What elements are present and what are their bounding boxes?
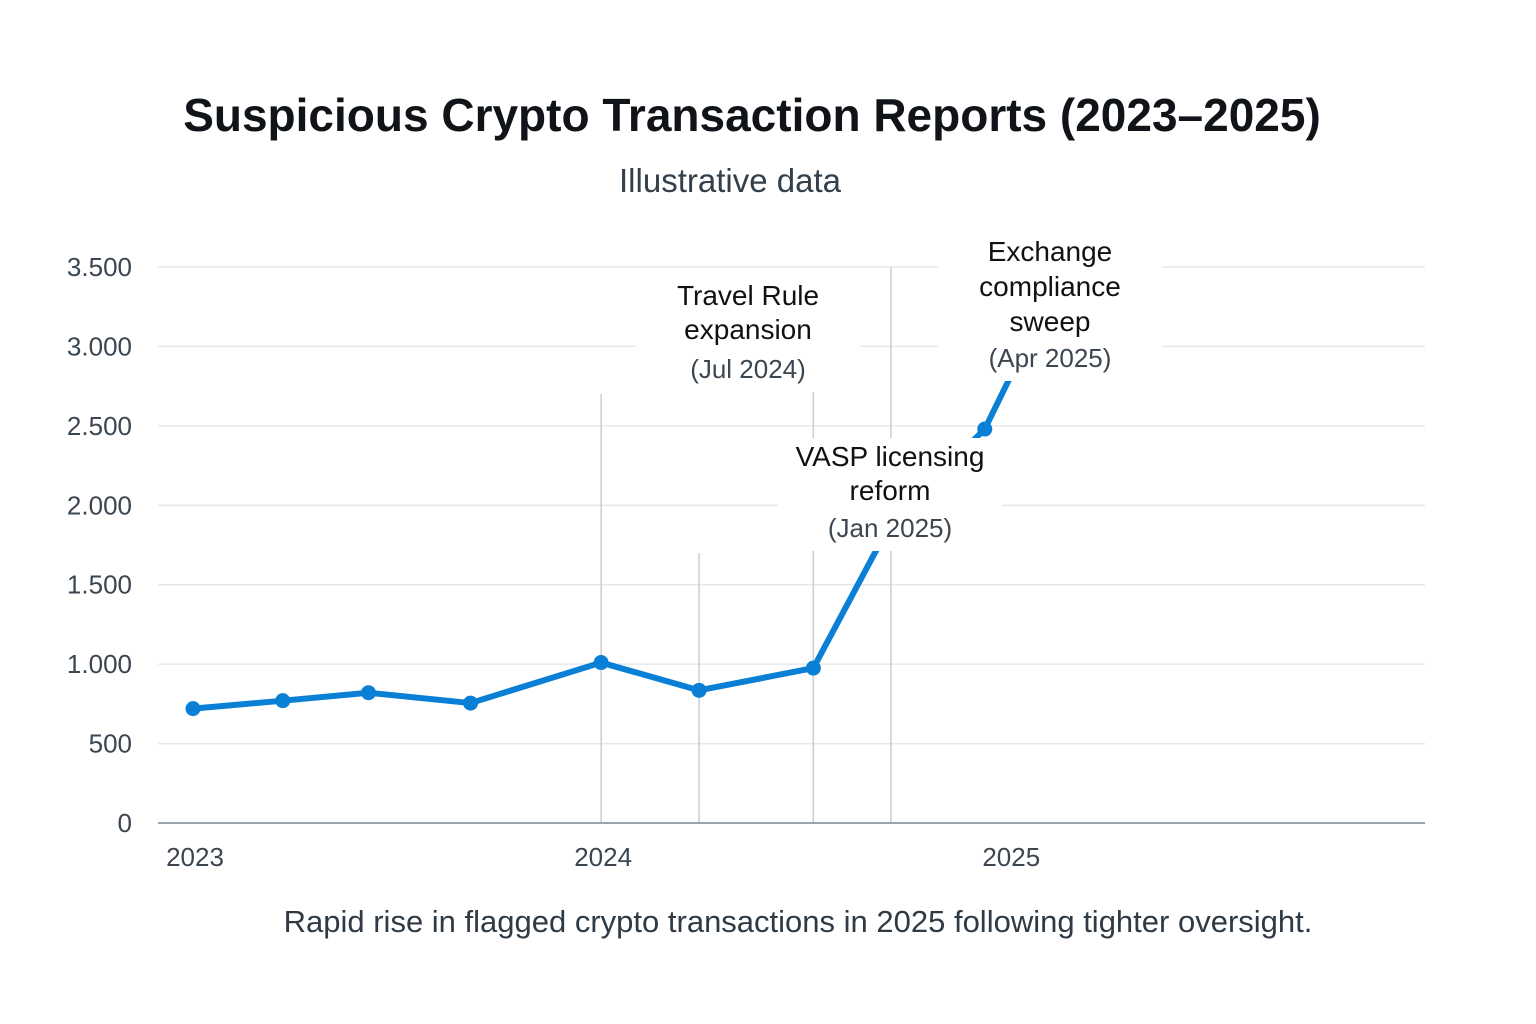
annotation-text: Travel Rule (677, 280, 819, 311)
annotation-date: (Jul 2024) (690, 354, 806, 384)
annotation-text: VASP licensing (796, 441, 985, 472)
data-point (185, 701, 201, 717)
data-point (977, 421, 993, 437)
y-tick-label: 2.000 (67, 490, 132, 520)
grid-layer (158, 266, 1425, 745)
annotation-backdrop (636, 277, 860, 392)
data-point (463, 695, 479, 711)
y-tick-label: 1.000 (67, 649, 132, 679)
x-tick-label: 2024 (574, 842, 632, 872)
annotation-backdrop (778, 438, 1002, 551)
annotation-text: reform (850, 475, 931, 506)
data-point (691, 682, 707, 698)
y-tick-label: 3.500 (67, 252, 132, 282)
y-tick-label: 0 (118, 808, 132, 838)
data-point (593, 655, 609, 671)
annotation-text: sweep (1010, 306, 1091, 337)
x-tick-label: 2025 (982, 842, 1040, 872)
annotation-date: (Apr 2025) (989, 343, 1112, 373)
y-tick-label: 2.500 (67, 411, 132, 441)
chart-title: Suspicious Crypto Transaction Reports (2… (183, 89, 1321, 141)
annotation-text: Exchange (988, 236, 1113, 267)
x-tick-label: 2023 (166, 842, 224, 872)
y-tick-label: 500 (89, 729, 132, 759)
y-tick-label: 1.500 (67, 570, 132, 600)
y-tick-label: 3.000 (67, 331, 132, 361)
data-point (805, 660, 821, 676)
data-point (275, 693, 291, 709)
annotation-backdrop (938, 233, 1162, 381)
chart-subtitle: Illustrative data (619, 162, 841, 199)
annotation-date: (Jan 2025) (828, 513, 952, 543)
axes: 0 500 1.000 1.500 2.000 2.500 3.000 3.500 2023 20… (67, 252, 1425, 872)
data-point (360, 685, 376, 701)
chart-caption: Rapid rise in flagged crypto transaction… (283, 904, 1313, 939)
annotation-text: compliance (979, 271, 1121, 302)
annotation-text: expansion (684, 314, 812, 345)
